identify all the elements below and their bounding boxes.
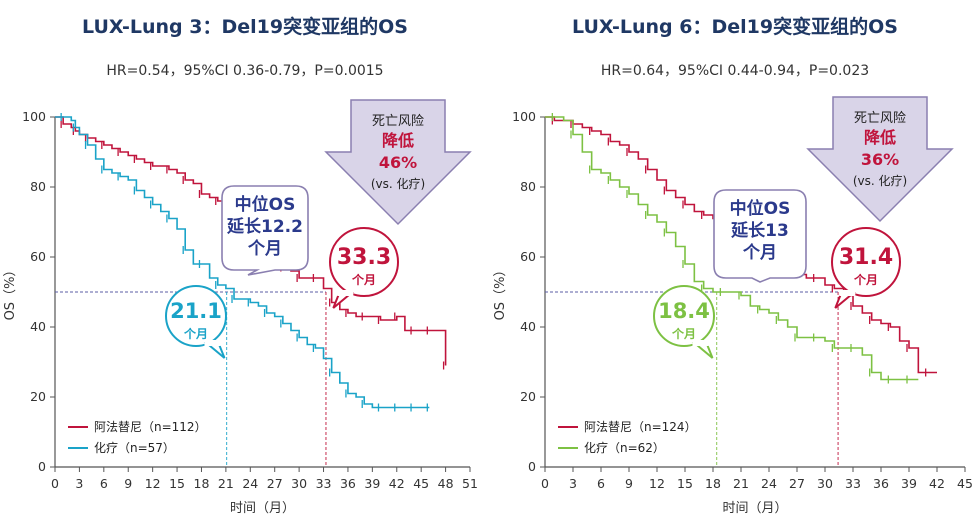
x-tick-label: 30 — [291, 476, 307, 491]
median-afatinib-value: 33.3 — [337, 245, 391, 270]
risk-vs-chemo: (vs. 化疗) — [371, 177, 425, 191]
x-tick-label: 6 — [597, 476, 605, 491]
y-tick-label: 20 — [520, 389, 536, 404]
median-os-gain-callout — [221, 185, 309, 276]
median-gain-text: 中位OS — [730, 198, 791, 219]
median-chemo-bubble — [653, 285, 715, 347]
panel-lux-lung-6: LUX-Lung 6：Del19突变亚组的OS HR=0.64，95%CI 0.… — [490, 0, 980, 525]
x-tick-label: 21 — [218, 476, 234, 491]
y-tick-label: 60 — [30, 249, 46, 264]
x-tick-label: 3 — [569, 476, 577, 491]
x-tick-label: 42 — [929, 476, 945, 491]
risk-reduced-label: 降低 — [382, 131, 414, 150]
x-tick-label: 24 — [242, 476, 258, 491]
median-chemo-bubble — [165, 285, 227, 347]
median-afatinib-unit: 个月 — [351, 272, 376, 287]
y-tick-label: 0 — [38, 459, 46, 474]
median-gain-text: 个月 — [247, 238, 282, 259]
median-afatinib-bubble — [329, 227, 399, 297]
y-axis-label: OS（%） — [493, 264, 508, 321]
median-chemo-value: 18.4 — [658, 299, 710, 323]
median-os-gain-callout — [713, 189, 807, 283]
risk-percent: 46% — [379, 153, 417, 172]
hazard-ratio-text: HR=0.64，95%CI 0.44-0.94，P=0.023 — [600, 63, 870, 79]
risk-label: 死亡风险 — [372, 114, 424, 129]
chart-title: LUX-Lung 3：Del19突变亚组的OS — [82, 16, 408, 38]
median-chemo-unit: 个月 — [671, 326, 696, 341]
x-tick-label: 39 — [364, 476, 380, 491]
x-tick-label: 9 — [625, 476, 633, 491]
chart-title: LUX-Lung 6：Del19突变亚组的OS — [572, 16, 898, 38]
x-tick-label: 33 — [845, 476, 861, 491]
median-afatinib-bubble-tail-cover — [337, 290, 354, 296]
x-tick-label: 48 — [438, 476, 454, 491]
x-tick-label: 12 — [649, 476, 665, 491]
median-chemo-unit: 个月 — [183, 326, 208, 341]
hazard-ratio-text: HR=0.54，95%CI 0.36-0.79，P=0.0015 — [106, 63, 384, 79]
risk-reduction-arrow — [324, 99, 472, 226]
median-gain-text: 延长13 — [730, 220, 789, 241]
x-tick-label: 3 — [75, 476, 83, 491]
y-axis-label: OS（%） — [3, 264, 18, 321]
median-chemo-bubble-tail-cover — [204, 340, 221, 346]
y-tick-label: 80 — [30, 179, 46, 194]
risk-label: 死亡风险 — [854, 111, 906, 126]
chemo-survival-curve — [55, 116, 430, 409]
x-tick-label: 39 — [901, 476, 917, 491]
x-tick-label: 21 — [733, 476, 749, 491]
risk-reduced-label: 降低 — [864, 128, 896, 147]
x-tick-label: 36 — [340, 476, 356, 491]
median-gain-text: 中位OS — [235, 194, 296, 215]
x-axis-label: 时间（月） — [722, 501, 787, 516]
x-tick-label: 0 — [541, 476, 549, 491]
y-tick-label: 0 — [528, 459, 536, 474]
y-tick-label: 40 — [30, 319, 46, 334]
x-tick-label: 33 — [316, 476, 332, 491]
risk-reduction-arrow — [806, 96, 954, 223]
y-tick-label: 80 — [520, 179, 536, 194]
median-chemo-bubble-tail-cover — [692, 340, 709, 346]
x-tick-label: 6 — [100, 476, 108, 491]
legend-label: 阿法替尼（n=124） — [584, 420, 697, 434]
y-tick-label: 20 — [30, 389, 46, 404]
legend-label: 阿法替尼（n=112） — [94, 420, 207, 434]
x-tick-label: 9 — [124, 476, 132, 491]
x-tick-label: 30 — [817, 476, 833, 491]
median-afatinib-bubble-tail-cover — [839, 290, 856, 296]
x-tick-label: 24 — [761, 476, 777, 491]
x-tick-label: 15 — [677, 476, 693, 491]
median-afatinib-bubble — [831, 227, 901, 297]
y-tick-label: 100 — [512, 109, 536, 124]
x-tick-label: 15 — [169, 476, 185, 491]
x-axis-label: 时间（月） — [230, 501, 295, 516]
x-tick-label: 0 — [51, 476, 59, 491]
median-chemo-value: 21.1 — [170, 299, 222, 323]
panel-lux-lung-3: LUX-Lung 3：Del19突变亚组的OS HR=0.54，95%CI 0.… — [3, 16, 478, 516]
x-tick-label: 27 — [267, 476, 283, 491]
x-tick-label: 45 — [957, 476, 973, 491]
median-afatinib-unit: 个月 — [853, 272, 878, 287]
risk-percent: 36% — [861, 150, 899, 169]
x-tick-label: 18 — [194, 476, 210, 491]
legend-label: 化疗（n=62） — [584, 441, 665, 455]
risk-vs-chemo: (vs. 化疗) — [853, 174, 907, 188]
x-tick-label: 45 — [413, 476, 429, 491]
x-tick-label: 27 — [789, 476, 805, 491]
x-tick-label: 18 — [705, 476, 721, 491]
chemo-survival-curve — [545, 116, 919, 381]
x-tick-label: 12 — [145, 476, 161, 491]
x-tick-label: 51 — [462, 476, 478, 491]
x-tick-label: 36 — [873, 476, 889, 491]
median-gain-text: 个月 — [742, 242, 777, 263]
y-tick-label: 100 — [22, 109, 46, 124]
y-tick-label: 60 — [520, 249, 536, 264]
x-tick-label: 42 — [389, 476, 405, 491]
y-tick-label: 40 — [520, 319, 536, 334]
median-afatinib-value: 31.4 — [839, 245, 893, 270]
median-gain-text: 延长12.2 — [226, 216, 303, 237]
legend-label: 化疗（n=57） — [94, 441, 175, 455]
